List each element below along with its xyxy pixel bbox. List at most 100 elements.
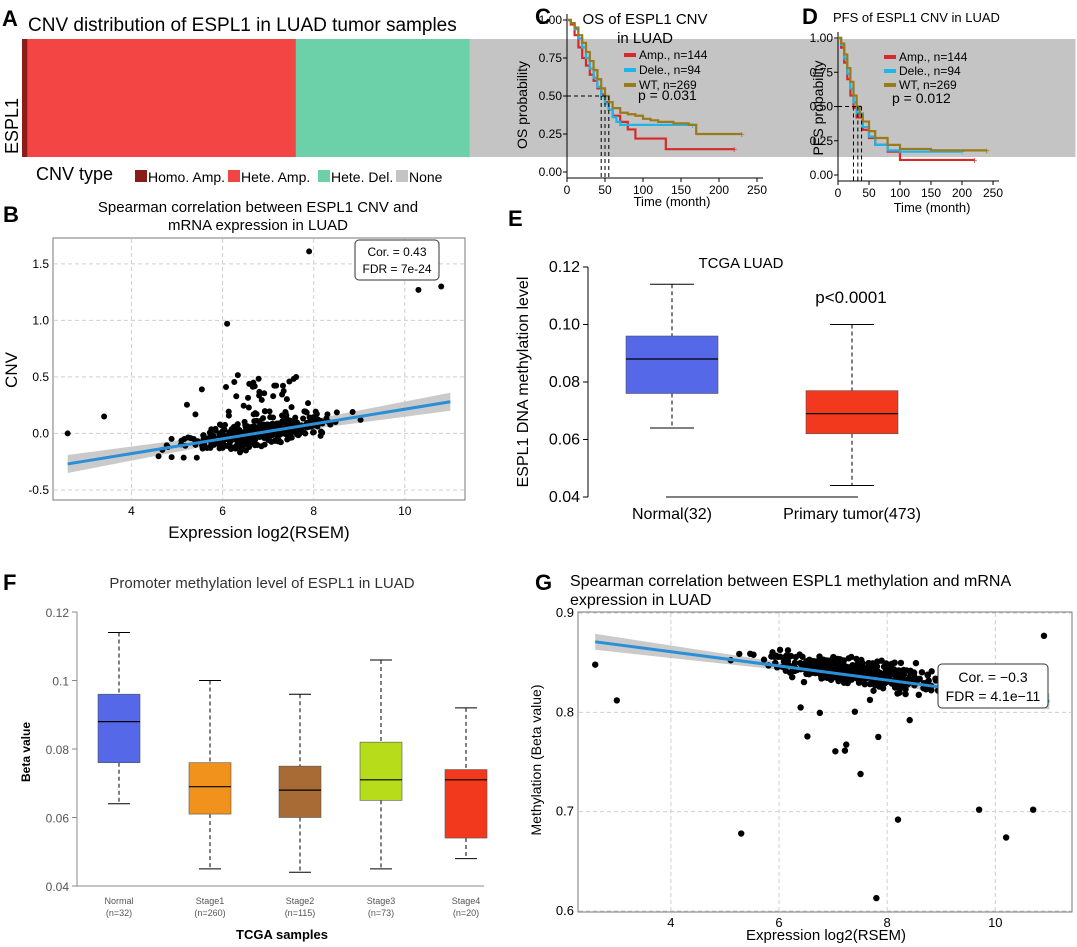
data-point bbox=[858, 656, 865, 664]
y-tick-label: 0.25 bbox=[539, 127, 563, 141]
data-point bbox=[895, 668, 902, 676]
data-point bbox=[830, 653, 837, 661]
km-curve-2 bbox=[838, 36, 987, 152]
data-point bbox=[902, 690, 909, 698]
data-point bbox=[255, 375, 262, 382]
data-point bbox=[357, 416, 364, 423]
data-point bbox=[847, 665, 855, 673]
y-tick-label: 0.5 bbox=[32, 370, 49, 384]
data-point bbox=[894, 674, 902, 681]
panel-g-cor: Cor. = −0.3 bbox=[958, 669, 1027, 685]
data-point bbox=[198, 386, 205, 393]
data-point bbox=[927, 687, 935, 694]
legend-label-1: Hete. Amp. bbox=[241, 169, 310, 185]
panel-e: E TCGA LUAD p<0.0001 0.04 0.06 0.08 0.10 0.1… bbox=[508, 206, 921, 523]
panel-f: F Promoter methylation level of ESPL1 in… bbox=[3, 570, 488, 942]
data-point bbox=[178, 437, 185, 444]
data-point bbox=[286, 378, 293, 385]
data-point bbox=[252, 410, 259, 417]
category-label: Stage3 bbox=[367, 896, 396, 906]
panel-f-boxes: Normal (n=32) Stage1 (n=260) Stage2 (n=115) St… bbox=[97, 632, 488, 918]
panel-d-pvalue: p = 0.012 bbox=[892, 90, 951, 106]
data-point bbox=[254, 442, 261, 449]
data-point bbox=[800, 678, 808, 686]
data-point bbox=[208, 426, 215, 433]
data-point bbox=[845, 655, 852, 662]
data-point bbox=[256, 388, 263, 395]
data-point bbox=[875, 683, 883, 690]
data-point bbox=[319, 429, 326, 436]
legend-label-1: Dele., n=94 bbox=[639, 63, 701, 77]
data-point bbox=[866, 696, 874, 704]
data-point bbox=[291, 429, 298, 436]
data-point bbox=[219, 444, 226, 451]
data-point bbox=[223, 384, 230, 391]
panel-b-xlabel: Expression log2(RSEM) bbox=[168, 523, 349, 542]
data-point bbox=[883, 660, 890, 667]
cnv-legend: Homo. Amp. Hete. Amp. Hete. Del. None bbox=[135, 169, 443, 185]
data-point bbox=[282, 408, 289, 415]
data-point bbox=[333, 409, 340, 416]
data-point bbox=[245, 404, 252, 411]
y-tick-label: 0.50 bbox=[810, 100, 834, 114]
panel-c-xlabel: Time (month) bbox=[634, 194, 711, 209]
panel-g: G Spearman correlation between ESPL1 met… bbox=[528, 570, 1073, 944]
data-point bbox=[349, 408, 356, 415]
x-tick-label: 250 bbox=[747, 183, 767, 197]
panel-b-stats-box bbox=[354, 239, 440, 281]
panel-c-ylabel: OS probability bbox=[514, 61, 530, 149]
data-point bbox=[851, 708, 859, 715]
data-point bbox=[300, 415, 307, 422]
data-point bbox=[251, 383, 258, 390]
data-point bbox=[736, 650, 743, 658]
legend-swatch-3 bbox=[396, 170, 408, 182]
data-point bbox=[787, 652, 795, 660]
data-point bbox=[918, 669, 926, 676]
data-point bbox=[438, 283, 445, 290]
y-tick-label: 1.00 bbox=[539, 13, 563, 27]
y-tick-label: 0.75 bbox=[539, 51, 563, 65]
data-point bbox=[772, 652, 780, 659]
data-point bbox=[915, 691, 922, 699]
category-label: Stage1 bbox=[196, 896, 225, 906]
x-tick-label: 8 bbox=[310, 504, 317, 518]
cnv-segment-2 bbox=[295, 39, 471, 157]
box-0 bbox=[625, 335, 719, 394]
legend-swatch-0 bbox=[135, 170, 147, 182]
data-point bbox=[224, 320, 231, 327]
data-point bbox=[284, 436, 291, 443]
panel-b-title-line-2: mRNA expression in LUAD bbox=[168, 217, 348, 234]
data-point bbox=[776, 646, 784, 654]
box-1 bbox=[805, 390, 899, 435]
data-point bbox=[894, 690, 901, 697]
y-tick-label: 0.75 bbox=[810, 65, 834, 79]
data-point bbox=[101, 413, 108, 420]
cnv-segment-3 bbox=[469, 39, 1076, 157]
data-point bbox=[843, 741, 850, 748]
x-tick-label: 150 bbox=[671, 183, 691, 197]
data-point bbox=[283, 396, 290, 403]
data-point bbox=[859, 670, 866, 677]
data-point bbox=[192, 411, 199, 418]
data-point bbox=[750, 651, 757, 658]
data-point bbox=[240, 402, 247, 409]
censor-mark: + bbox=[959, 148, 965, 159]
legend-label-3: None bbox=[409, 169, 443, 185]
legend-label-0: Amp., n=144 bbox=[639, 48, 708, 62]
panel-c-title-line-1: OS of ESPL1 CNV bbox=[582, 11, 707, 28]
data-point bbox=[842, 663, 849, 670]
y-tick-label: 0.06 bbox=[46, 812, 70, 826]
data-point bbox=[266, 408, 273, 415]
data-point bbox=[313, 410, 320, 417]
data-point bbox=[234, 372, 241, 379]
data-point bbox=[841, 747, 849, 754]
panel-e-boxes: Normal(32) Primary tumor(473) bbox=[625, 283, 921, 523]
gene-label: ESPL1 bbox=[2, 98, 22, 154]
y-tick-label: 0.10 bbox=[549, 317, 580, 334]
category-sublabel: (n=32) bbox=[106, 908, 132, 918]
data-point bbox=[878, 657, 885, 664]
data-point bbox=[912, 659, 920, 667]
panel-c-title-line-2: in LUAD bbox=[617, 30, 673, 47]
legend-label-0: Amp., n=144 bbox=[899, 50, 968, 64]
